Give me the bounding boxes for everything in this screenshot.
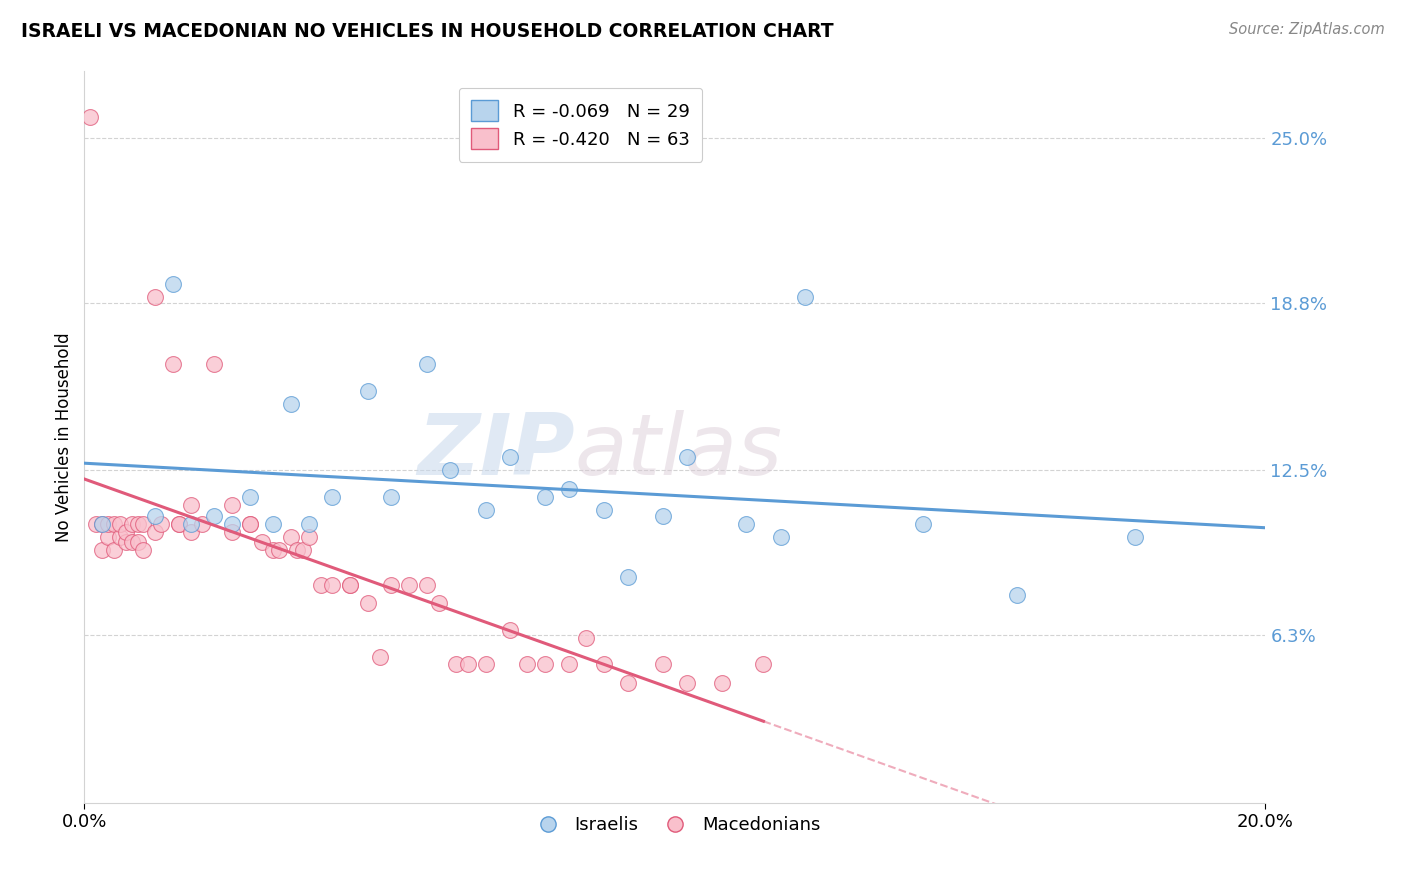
Point	[475, 503, 498, 517]
Point	[557, 482, 579, 496]
Point	[202, 508, 225, 523]
Point	[593, 657, 616, 672]
Point	[221, 516, 243, 531]
Point	[103, 516, 125, 531]
Point	[79, 110, 101, 124]
Point	[262, 516, 284, 531]
Point	[108, 530, 131, 544]
Point	[575, 631, 598, 645]
Point	[162, 357, 184, 371]
Point	[534, 657, 557, 672]
Point	[269, 543, 291, 558]
Point	[339, 577, 361, 591]
Point	[770, 530, 793, 544]
Point	[91, 516, 114, 531]
Point	[180, 516, 202, 531]
Text: ZIP: ZIP	[416, 410, 575, 493]
Point	[498, 623, 520, 637]
Point	[221, 524, 243, 539]
Point	[752, 657, 775, 672]
Point	[97, 530, 120, 544]
Point	[202, 357, 225, 371]
Point	[475, 657, 498, 672]
Point	[97, 516, 120, 531]
Point	[162, 277, 184, 292]
Point	[711, 676, 734, 690]
Point	[534, 490, 557, 504]
Point	[616, 570, 638, 584]
Point	[398, 577, 420, 591]
Point	[380, 577, 402, 591]
Point	[180, 498, 202, 512]
Point	[498, 450, 520, 464]
Point	[675, 450, 697, 464]
Point	[180, 524, 202, 539]
Point	[239, 516, 262, 531]
Point	[516, 657, 538, 672]
Point	[446, 657, 468, 672]
Point	[1007, 588, 1029, 602]
Point	[380, 490, 402, 504]
Point	[167, 516, 190, 531]
Point	[103, 543, 125, 558]
Point	[91, 516, 114, 531]
Point	[321, 577, 343, 591]
Point	[121, 535, 143, 549]
Point	[291, 543, 314, 558]
Point	[250, 535, 273, 549]
Point	[127, 516, 149, 531]
Point	[108, 516, 131, 531]
Point	[167, 516, 190, 531]
Point	[416, 357, 439, 371]
Text: ISRAELI VS MACEDONIAN NO VEHICLES IN HOUSEHOLD CORRELATION CHART: ISRAELI VS MACEDONIAN NO VEHICLES IN HOU…	[21, 22, 834, 41]
Point	[416, 577, 439, 591]
Point	[262, 543, 284, 558]
Point	[132, 516, 155, 531]
Point	[280, 530, 302, 544]
Point	[91, 543, 114, 558]
Y-axis label: No Vehicles in Household: No Vehicles in Household	[55, 332, 73, 542]
Point	[339, 577, 361, 591]
Point	[221, 498, 243, 512]
Point	[321, 490, 343, 504]
Point	[616, 676, 638, 690]
Point	[127, 535, 149, 549]
Point	[298, 530, 321, 544]
Point	[114, 535, 136, 549]
Point	[557, 657, 579, 672]
Point	[285, 543, 308, 558]
Point	[191, 516, 214, 531]
Point	[911, 516, 934, 531]
Point	[150, 516, 173, 531]
Point	[143, 508, 166, 523]
Point	[143, 290, 166, 304]
Point	[457, 657, 479, 672]
Point	[84, 516, 107, 531]
Point	[675, 676, 697, 690]
Point	[368, 649, 391, 664]
Point	[652, 508, 675, 523]
Point	[298, 516, 321, 531]
Point	[121, 516, 143, 531]
Point	[114, 524, 136, 539]
Text: Source: ZipAtlas.com: Source: ZipAtlas.com	[1229, 22, 1385, 37]
Point	[143, 524, 166, 539]
Point	[439, 463, 461, 477]
Point	[1125, 530, 1147, 544]
Point	[793, 290, 815, 304]
Text: atlas: atlas	[575, 410, 783, 493]
Point	[357, 596, 380, 610]
Point	[734, 516, 756, 531]
Point	[239, 516, 262, 531]
Point	[239, 490, 262, 504]
Point	[357, 384, 380, 398]
Point	[132, 543, 155, 558]
Point	[593, 503, 616, 517]
Legend: Israelis, Macedonians: Israelis, Macedonians	[522, 809, 828, 841]
Point	[652, 657, 675, 672]
Point	[309, 577, 332, 591]
Point	[280, 397, 302, 411]
Point	[427, 596, 450, 610]
